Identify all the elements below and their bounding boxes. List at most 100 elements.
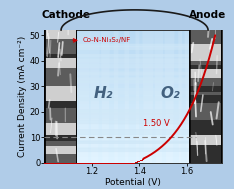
Point [88, 161, 92, 164]
Point [95, 161, 98, 164]
Point [106, 161, 109, 164]
Point [107, 161, 111, 164]
Point [85, 161, 89, 164]
Point [136, 160, 139, 163]
Point [134, 160, 138, 163]
Point [52, 161, 56, 164]
Point [73, 161, 77, 164]
Point [78, 161, 82, 164]
Point [135, 160, 138, 163]
Point [130, 161, 134, 164]
Point [126, 161, 130, 164]
Point [56, 161, 60, 164]
Circle shape [0, 115, 234, 119]
Point [112, 161, 116, 164]
Point [140, 158, 143, 161]
Point [106, 161, 110, 164]
Point [106, 161, 110, 164]
Point [136, 160, 140, 163]
Point [121, 161, 124, 164]
Point [123, 161, 126, 164]
Point [57, 161, 60, 164]
Point [132, 161, 136, 164]
Point [56, 161, 59, 164]
Point [87, 161, 91, 164]
Point [70, 161, 74, 164]
Point [93, 161, 97, 164]
Point [72, 161, 76, 164]
Circle shape [0, 72, 234, 75]
Text: H₂: H₂ [94, 86, 113, 101]
Point [83, 161, 87, 164]
Point [44, 161, 48, 164]
Point [139, 158, 143, 161]
Point [66, 161, 70, 164]
Point [122, 161, 125, 164]
Point [51, 161, 55, 164]
Point [50, 161, 54, 164]
Point [119, 161, 123, 164]
Point [129, 161, 132, 164]
Point [80, 161, 84, 164]
Point [92, 161, 96, 164]
Point [83, 161, 86, 164]
Point [71, 161, 75, 164]
Point [110, 161, 114, 164]
Point [103, 161, 107, 164]
Point [102, 161, 106, 164]
Point [109, 161, 113, 164]
Point [94, 161, 98, 164]
Point [116, 161, 120, 164]
Point [43, 161, 46, 164]
Point [47, 161, 51, 164]
Point [108, 161, 112, 164]
Point [56, 161, 60, 164]
Point [52, 161, 56, 164]
Point [46, 161, 50, 164]
Point [113, 161, 117, 164]
Point [128, 161, 132, 164]
Circle shape [16, 44, 234, 47]
Point [87, 161, 91, 164]
Point [76, 161, 80, 164]
Point [94, 161, 98, 164]
Point [97, 161, 101, 164]
Point [66, 161, 69, 164]
Point [68, 161, 72, 164]
Point [112, 161, 116, 164]
Point [118, 161, 122, 164]
Point [97, 161, 100, 164]
Point [84, 161, 88, 164]
Point [55, 161, 59, 164]
Point [103, 161, 106, 164]
Y-axis label: Current Density (mA cm⁻²): Current Density (mA cm⁻²) [18, 36, 27, 157]
Point [61, 161, 64, 164]
Point [124, 161, 128, 164]
Point [59, 161, 63, 164]
Point [109, 161, 112, 164]
Point [102, 161, 106, 164]
Point [64, 161, 68, 164]
Point [89, 161, 92, 164]
Circle shape [33, 77, 234, 80]
Point [55, 161, 59, 164]
Point [74, 161, 77, 164]
Point [63, 161, 66, 164]
Point [98, 161, 102, 164]
Point [51, 161, 54, 164]
Point [66, 161, 69, 164]
Point [74, 161, 78, 164]
Point [46, 161, 49, 164]
Point [76, 161, 80, 164]
Point [108, 161, 112, 164]
Point [88, 161, 91, 164]
Point [75, 161, 79, 164]
Text: 1.50 V: 1.50 V [143, 119, 170, 128]
Point [51, 161, 55, 164]
Point [138, 159, 142, 162]
Point [49, 161, 53, 164]
Point [88, 161, 92, 164]
Point [45, 161, 48, 164]
Point [64, 161, 68, 164]
Point [58, 161, 62, 164]
